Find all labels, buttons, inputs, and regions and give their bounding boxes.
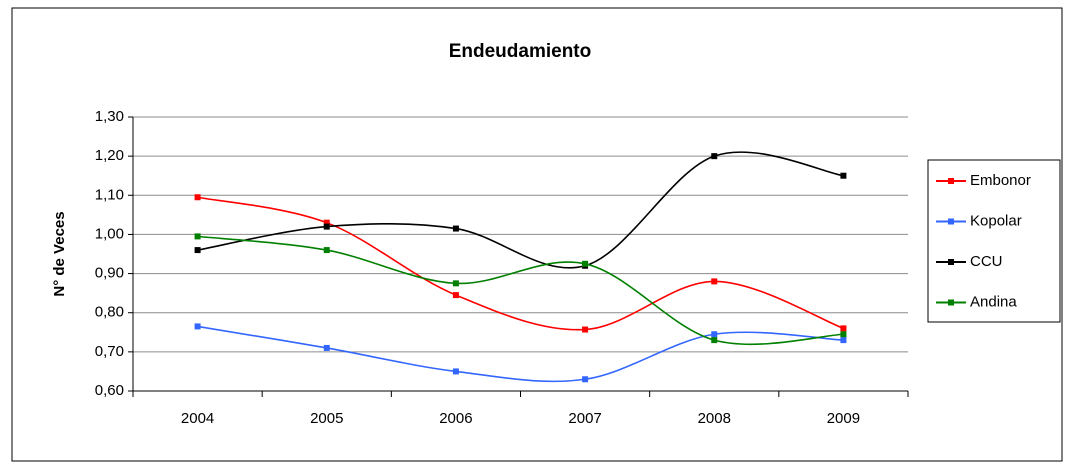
legend-marker xyxy=(948,218,954,225)
point-marker xyxy=(323,344,330,351)
point-marker xyxy=(711,337,718,344)
point-marker xyxy=(452,292,459,299)
point-marker xyxy=(840,172,847,179)
x-tick-label: 2007 xyxy=(568,410,601,427)
y-axis-label: N° de Veces xyxy=(51,211,68,296)
point-marker xyxy=(194,233,201,240)
y-tick-label: 1,30 xyxy=(95,108,124,125)
point-marker xyxy=(194,247,201,254)
point-marker xyxy=(582,376,589,383)
point-marker xyxy=(582,260,589,267)
point-marker xyxy=(711,331,718,338)
point-marker xyxy=(711,278,718,285)
x-tick-label: 2009 xyxy=(827,410,860,427)
point-marker xyxy=(194,323,201,330)
point-marker xyxy=(840,337,847,344)
legend-marker xyxy=(948,259,954,265)
point-marker xyxy=(323,223,330,230)
y-tick-label: 0,60 xyxy=(95,382,124,399)
x-tick-label: 2005 xyxy=(310,410,343,427)
y-tick-label: 1,20 xyxy=(95,147,124,164)
y-tick-label: 0,70 xyxy=(95,343,124,360)
legend-label: Embonor xyxy=(970,172,1031,189)
x-tick-label: 2006 xyxy=(439,410,472,427)
legend-marker xyxy=(948,299,954,306)
point-marker xyxy=(452,368,459,375)
series-line xyxy=(197,151,844,269)
point-marker xyxy=(582,326,589,333)
point-marker xyxy=(323,219,330,226)
series-line xyxy=(197,325,844,383)
point-marker xyxy=(840,331,847,338)
x-tick-label: 2008 xyxy=(698,410,731,427)
point-marker xyxy=(452,225,459,232)
legend-label: Andina xyxy=(970,293,1017,310)
chart-title: Endeudamiento xyxy=(449,41,592,62)
point-marker xyxy=(711,153,718,160)
legend-label: CCU xyxy=(970,253,1003,270)
y-tick-label: 1,10 xyxy=(95,186,124,203)
legend-label: Kopolar xyxy=(970,212,1022,229)
y-tick-label: 0,90 xyxy=(95,265,124,282)
point-marker xyxy=(840,325,847,332)
series-line xyxy=(197,196,844,331)
x-tick-label: 2004 xyxy=(181,410,214,427)
y-tick-label: 0,80 xyxy=(95,304,124,321)
point-marker xyxy=(452,280,459,287)
legend-box xyxy=(927,159,1061,323)
series-line xyxy=(197,235,844,346)
point-marker xyxy=(194,194,201,201)
y-tick-label: 1,00 xyxy=(95,225,124,242)
point-marker xyxy=(323,247,330,254)
legend-marker xyxy=(948,178,954,184)
